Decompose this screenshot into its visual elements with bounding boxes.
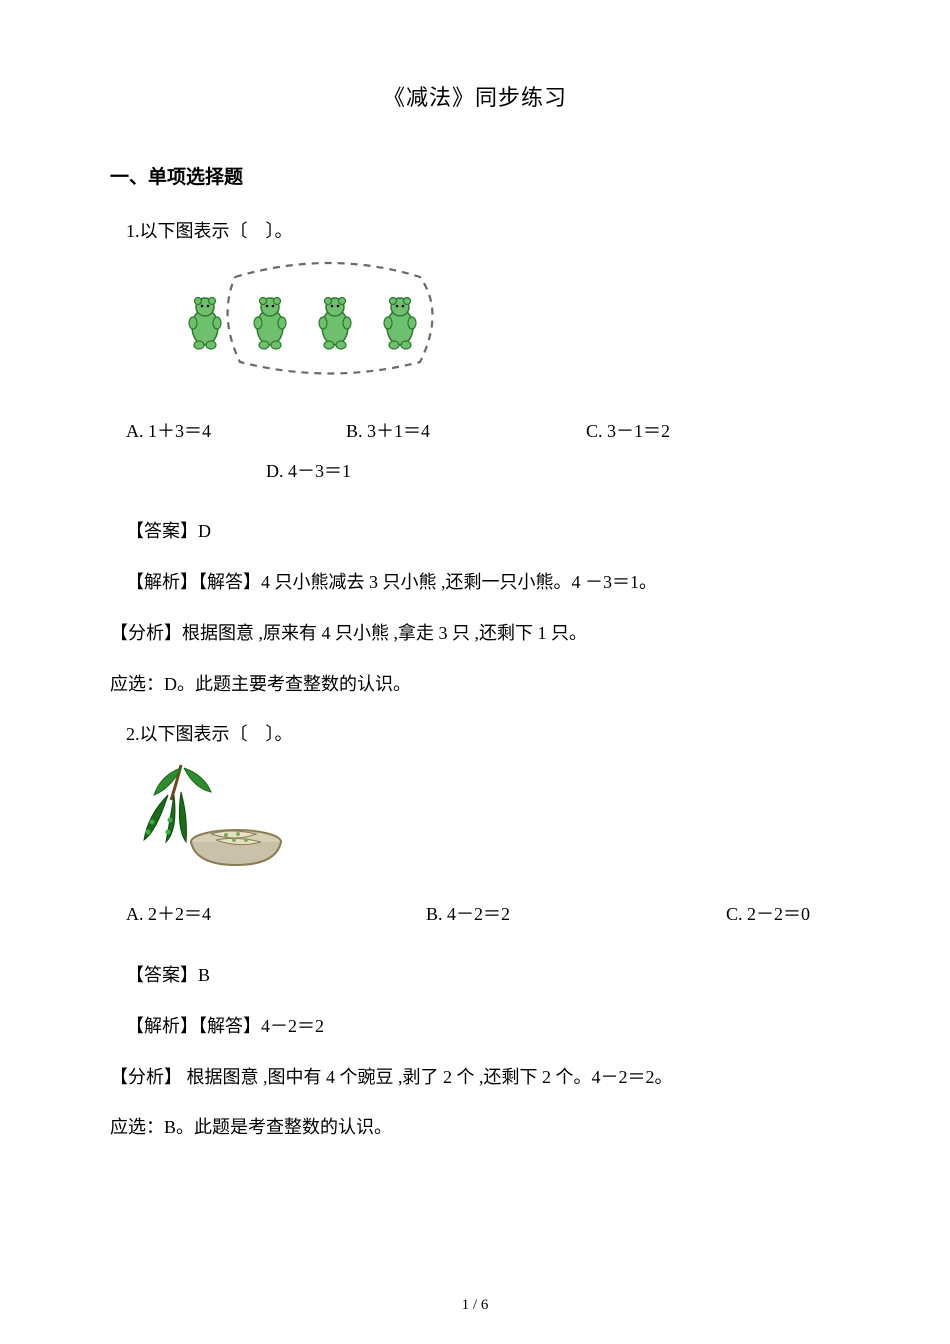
q1-analysis: 【解析】【解答】4 只小熊减去 3 只小熊 ,还剩一只小熊。4 －3＝1。	[126, 568, 840, 597]
q1-option-a: A. 1＋3＝4	[126, 412, 346, 452]
q1-options: A. 1＋3＝4 B. 3＋1＝4 C. 3－1＝2 D. 4－3＝1	[126, 412, 840, 491]
q2-options: A. 2＋2＝4 B. 4－2＝2 C. 2－2＝0	[126, 895, 840, 935]
section-header: 一、单项选择题	[110, 162, 840, 189]
q1-conclude: 应选：D。此题主要考查整数的认识。	[110, 670, 840, 699]
q1-option-b: B. 3＋1＝4	[346, 412, 586, 452]
q2-fenxi: 【分析】 根据图意 ,图中有 4 个豌豆 ,剥了 2 个 ,还剩下 2 个。4－…	[110, 1063, 840, 1092]
q1-fenxi: 【分析】根据图意 ,原来有 4 只小熊 ,拿走 3 只 ,还剩下 1 只。	[110, 619, 840, 648]
q1-option-d: D. 4－3＝1	[266, 452, 351, 492]
q2-illustration	[126, 760, 840, 875]
q2-analysis: 【解析】【解答】4－2＝2	[126, 1012, 840, 1041]
q1-illustration	[170, 257, 840, 392]
q2-answer: 【答案】B	[126, 961, 840, 990]
bears-illustration	[170, 257, 450, 387]
page-title: 《减法》同步练习	[110, 80, 840, 112]
q2-option-c: C. 2－2＝0	[726, 895, 810, 935]
q2-option-a: A. 2＋2＝4	[126, 895, 426, 935]
q1-option-c: C. 3－1＝2	[586, 412, 716, 452]
page-number: 1 / 6	[0, 1297, 950, 1314]
q2-stem: 2.以下图表示〔 〕。	[126, 720, 840, 746]
q1-stem: 1.以下图表示〔 〕。	[126, 217, 840, 243]
q2-conclude: 应选：B。此题是考查整数的认识。	[110, 1113, 840, 1142]
q2-option-b: B. 4－2＝2	[426, 895, 726, 935]
q1-answer: 【答案】D	[126, 517, 840, 546]
beans-illustration	[126, 760, 296, 870]
